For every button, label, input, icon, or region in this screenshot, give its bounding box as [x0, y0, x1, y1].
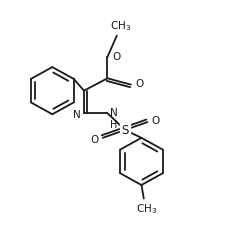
Text: N: N: [110, 108, 118, 117]
Text: O: O: [152, 116, 160, 126]
Text: CH$_3$: CH$_3$: [135, 201, 157, 215]
Text: S: S: [121, 124, 129, 137]
Text: O: O: [90, 134, 99, 144]
Text: CH$_3$: CH$_3$: [110, 19, 131, 33]
Text: O: O: [135, 79, 143, 88]
Text: O: O: [113, 52, 121, 62]
Text: N: N: [73, 110, 81, 120]
Text: H: H: [110, 119, 117, 129]
